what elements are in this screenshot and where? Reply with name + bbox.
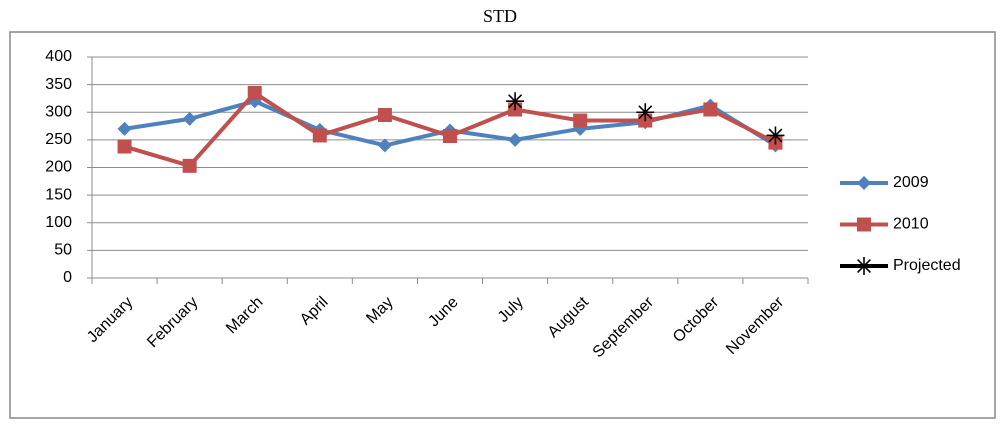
x-tick-label: September bbox=[590, 293, 658, 361]
legend-label: 2010 bbox=[893, 216, 929, 233]
x-tick-label: July bbox=[495, 294, 527, 326]
data-point bbox=[766, 126, 785, 145]
data-point bbox=[443, 129, 457, 144]
y-tick-label: 100 bbox=[45, 214, 72, 231]
legend-marker bbox=[855, 257, 873, 275]
data-point bbox=[703, 102, 718, 117]
legend-label: 2009 bbox=[893, 174, 929, 191]
y-tick-label: 0 bbox=[63, 269, 72, 286]
y-tick-label: 150 bbox=[45, 186, 72, 203]
legend-label: Projected bbox=[893, 257, 961, 274]
x-tick-label: June bbox=[425, 294, 462, 331]
data-point bbox=[573, 113, 588, 128]
data-point bbox=[182, 158, 197, 173]
chart-border bbox=[9, 31, 996, 419]
y-tick-label: 200 bbox=[45, 159, 72, 176]
y-tick-label: 300 bbox=[45, 103, 72, 120]
x-tick-label: April bbox=[297, 294, 332, 329]
legend-marker bbox=[857, 176, 871, 190]
data-point bbox=[182, 111, 197, 126]
data-point bbox=[247, 85, 262, 100]
data-point bbox=[312, 128, 327, 143]
x-tick-label: May bbox=[363, 294, 396, 327]
x-tick-label: February bbox=[144, 294, 201, 351]
x-tick-label: November bbox=[723, 293, 788, 358]
data-point bbox=[117, 121, 132, 136]
chart-title: STD bbox=[483, 6, 517, 26]
y-tick-label: 400 bbox=[45, 48, 72, 65]
x-tick-label: October bbox=[670, 293, 723, 346]
data-point bbox=[636, 103, 655, 122]
data-point bbox=[508, 132, 523, 147]
x-tick-label: August bbox=[545, 293, 593, 341]
data-point bbox=[506, 92, 525, 111]
data-point bbox=[117, 139, 132, 154]
y-tick-label: 50 bbox=[54, 242, 72, 259]
y-tick-label: 350 bbox=[45, 76, 72, 93]
data-point bbox=[377, 108, 392, 123]
x-tick-label: January bbox=[84, 294, 136, 346]
y-tick-label: 250 bbox=[45, 131, 72, 148]
data-point bbox=[377, 138, 392, 153]
legend-marker bbox=[857, 217, 871, 232]
x-tick-label: March bbox=[223, 294, 266, 337]
